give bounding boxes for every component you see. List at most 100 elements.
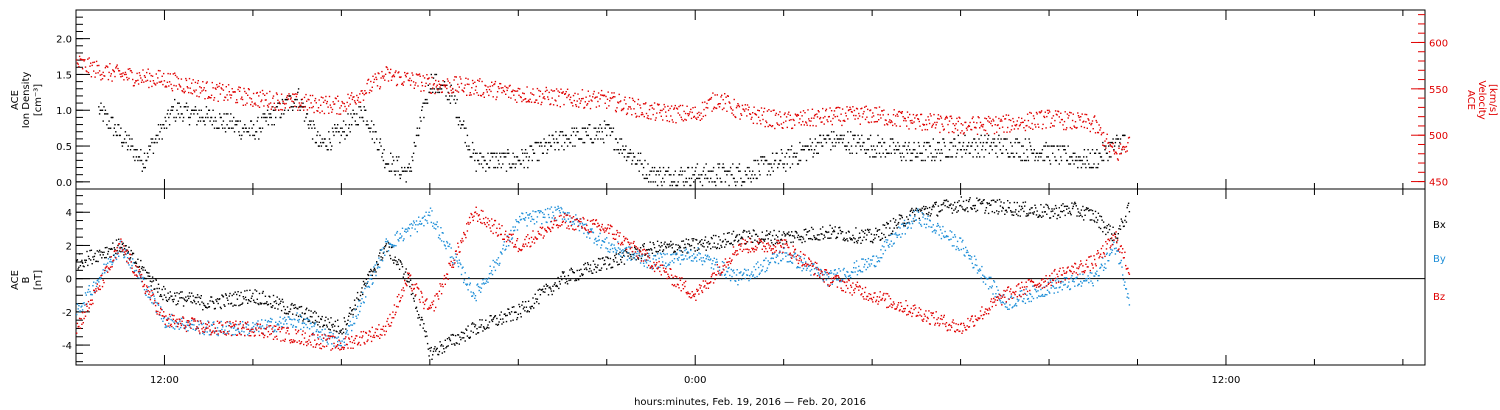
bx-point	[715, 234, 717, 237]
density-point	[1006, 138, 1008, 140]
by-point	[427, 214, 429, 216]
velocity-point	[1028, 126, 1030, 128]
by-point	[163, 317, 165, 320]
density-point	[1115, 138, 1117, 140]
bx-point	[184, 299, 186, 302]
bx-point	[884, 236, 887, 238]
density-point	[222, 120, 225, 122]
density-point	[367, 124, 369, 126]
velocity-point	[767, 125, 769, 128]
bx-point	[1004, 213, 1006, 215]
density-point	[442, 84, 444, 86]
bx-point	[1015, 213, 1018, 215]
velocity-point	[439, 86, 441, 88]
bx-point	[146, 272, 149, 274]
bx-point	[1038, 214, 1041, 216]
density-point	[619, 138, 621, 140]
velocity-point	[628, 106, 630, 108]
velocity-point	[283, 102, 285, 104]
density-point	[371, 138, 373, 140]
velocity-point	[535, 99, 537, 101]
bx-point	[1059, 216, 1061, 218]
bx-point	[1047, 206, 1049, 208]
bx-point	[99, 254, 101, 256]
velocity-point	[584, 101, 586, 103]
velocity-point	[131, 71, 133, 74]
velocity-point	[1036, 113, 1038, 115]
density-point	[644, 159, 646, 162]
velocity-point	[970, 129, 973, 131]
velocity-point	[954, 127, 957, 130]
velocity-point	[107, 66, 109, 68]
by-point	[306, 317, 308, 320]
bx-point	[954, 201, 956, 204]
density-point	[774, 159, 777, 162]
density-point	[993, 138, 996, 140]
density-point	[195, 109, 197, 111]
bx-point	[920, 210, 922, 212]
density-point	[194, 106, 197, 108]
bx-point	[465, 328, 467, 330]
velocity-point	[1102, 131, 1105, 134]
bx-point	[740, 237, 742, 240]
density-point	[696, 177, 698, 180]
bx-point	[667, 244, 669, 246]
bx-point	[1052, 210, 1054, 212]
density-point	[841, 141, 844, 144]
bx-point	[104, 247, 107, 249]
velocity-point	[909, 120, 912, 122]
by-point	[300, 316, 303, 318]
bx-point	[267, 303, 270, 306]
bx-point	[424, 335, 427, 338]
density-point	[561, 145, 563, 147]
bx-point	[976, 197, 978, 199]
bx-point	[977, 199, 979, 202]
velocity-point	[115, 67, 117, 69]
velocity-point	[463, 87, 466, 89]
by-point	[370, 278, 373, 280]
velocity-point	[588, 100, 590, 103]
density-point	[684, 170, 686, 172]
bx-point	[286, 312, 288, 315]
density-point	[581, 138, 583, 140]
density-point	[788, 156, 791, 158]
by-point	[81, 309, 84, 311]
bx-point	[222, 296, 225, 298]
velocity-point	[711, 110, 713, 112]
bx-point	[315, 312, 317, 314]
density-point	[484, 159, 486, 162]
bx-point	[321, 315, 323, 318]
velocity-point	[322, 101, 325, 103]
bx-point	[339, 331, 342, 333]
velocity-point	[699, 119, 701, 121]
density-point	[679, 170, 682, 172]
velocity-point	[951, 131, 954, 133]
density-point	[432, 91, 434, 94]
bx-point	[223, 304, 225, 306]
bx-point	[350, 313, 352, 315]
bx-point	[527, 300, 530, 302]
velocity-point	[459, 76, 461, 78]
velocity-point	[505, 93, 507, 95]
density-point	[468, 149, 471, 151]
bx-point	[241, 302, 244, 304]
bx-point	[1091, 219, 1093, 221]
velocity-point	[554, 99, 556, 101]
bx-point	[443, 348, 445, 350]
density-point	[588, 124, 590, 126]
density-point	[472, 152, 474, 154]
velocity-point	[903, 119, 905, 122]
by-point	[490, 272, 492, 274]
velocity-point	[844, 120, 846, 122]
velocity-point	[836, 106, 838, 109]
velocity-point	[354, 101, 356, 104]
velocity-point	[643, 115, 645, 118]
density-point	[405, 181, 407, 183]
b-tick-label: -2	[62, 308, 72, 319]
velocity-point	[757, 116, 760, 118]
velocity-point	[929, 113, 931, 115]
bx-point	[160, 294, 162, 296]
density-point	[695, 166, 697, 169]
by-point	[487, 281, 489, 283]
velocity-point	[522, 92, 524, 94]
